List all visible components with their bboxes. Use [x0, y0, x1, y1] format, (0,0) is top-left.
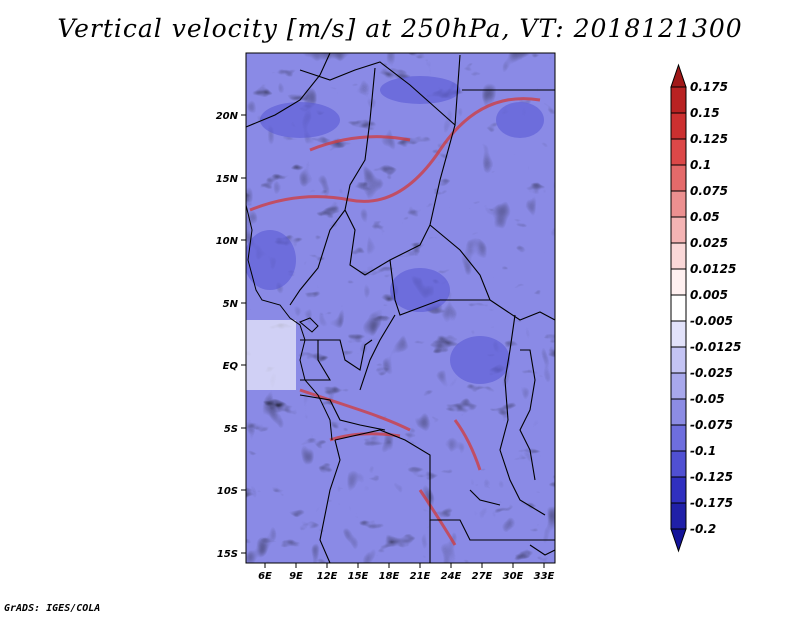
country-borders [245, 52, 556, 564]
colorbar-label: 0.0125 [690, 262, 736, 276]
colorbar-label: -0.175 [690, 496, 733, 510]
colorbar-bottom-arrow [670, 528, 687, 553]
lon-tick-label: 6E [258, 571, 272, 582]
lat-tick-label: 10S [217, 486, 238, 497]
colorbar-label: -0.0125 [690, 340, 741, 354]
lon-tick-label: 30E [503, 571, 524, 582]
lon-tick-label: 24E [441, 571, 462, 582]
colorbar-swatch [670, 346, 687, 374]
colorbar-top-arrow [670, 63, 687, 88]
colorbar-swatch [670, 476, 687, 504]
colorbar-swatch [670, 190, 687, 218]
colorbar-swatch [670, 450, 687, 478]
colorbar-label: -0.075 [690, 418, 733, 432]
colorbar-label: -0.05 [690, 392, 725, 406]
lon-tick-label: 27E [472, 571, 493, 582]
colorbar-label: 0.175 [690, 80, 728, 94]
colorbar-swatch [670, 398, 687, 426]
longitude-axis [264, 563, 545, 568]
colorbar-label: 0.15 [690, 106, 720, 120]
colorbar-label: 0.075 [690, 184, 728, 198]
colorbar-swatch [670, 320, 687, 348]
colorbar-swatch [670, 164, 687, 192]
map-frame [245, 52, 556, 564]
lon-tick-label: 33E [534, 571, 555, 582]
colorbar-swatch [670, 294, 687, 322]
lat-tick-label: 10N [216, 236, 239, 247]
colorbar-swatch [670, 502, 687, 530]
colorbar-label: 0.05 [690, 210, 720, 224]
lon-tick-label: 12E [317, 571, 338, 582]
colorbar-label: 0.1 [690, 158, 711, 172]
colorbar-label: -0.1 [690, 444, 716, 458]
colorbar: 0.175 0.15 0.125 0.1 0.075 0.05 0.025 0.0125 0.0… [670, 63, 741, 553]
colorbar-label: 0.025 [690, 236, 728, 250]
colorbar-swatch [670, 242, 687, 270]
lat-tick-label: 15S [217, 549, 238, 560]
chart-title: Vertical velocity [m/s] at 250hPa, VT: 2… [57, 14, 743, 43]
colorbar-swatch [670, 216, 687, 244]
colorbar-swatch [670, 372, 687, 400]
colorbar-swatch [670, 424, 687, 452]
lon-tick-label: 18E [379, 571, 400, 582]
colorbar-label: -0.125 [690, 470, 733, 484]
lon-tick-label: 15E [348, 571, 369, 582]
vertical-velocity-field [246, 53, 555, 563]
colorbar-label: 0.005 [690, 288, 728, 302]
colorbar-swatch [670, 268, 687, 296]
lon-tick-label: 21E [410, 571, 431, 582]
colorbar-label: -0.2 [690, 522, 716, 536]
lon-tick-label: 9E [289, 571, 303, 582]
latitude-axis [241, 114, 246, 554]
lat-tick-label: 5N [223, 299, 239, 310]
colorbar-label: 0.125 [690, 132, 728, 146]
lat-tick-label: 5S [224, 424, 238, 435]
lat-tick-label: EQ [223, 361, 239, 372]
colorbar-label: -0.025 [690, 366, 733, 380]
colorbar-label: -0.005 [690, 314, 733, 328]
coastline [245, 204, 333, 441]
grads-credit: GrADS: IGES/COLA [4, 603, 101, 614]
colorbar-swatch [670, 112, 687, 140]
colorbar-swatch [670, 86, 687, 114]
lat-tick-label: 20N [216, 111, 239, 122]
colorbar-swatch [670, 138, 687, 166]
lat-tick-label: 15N [216, 174, 239, 185]
